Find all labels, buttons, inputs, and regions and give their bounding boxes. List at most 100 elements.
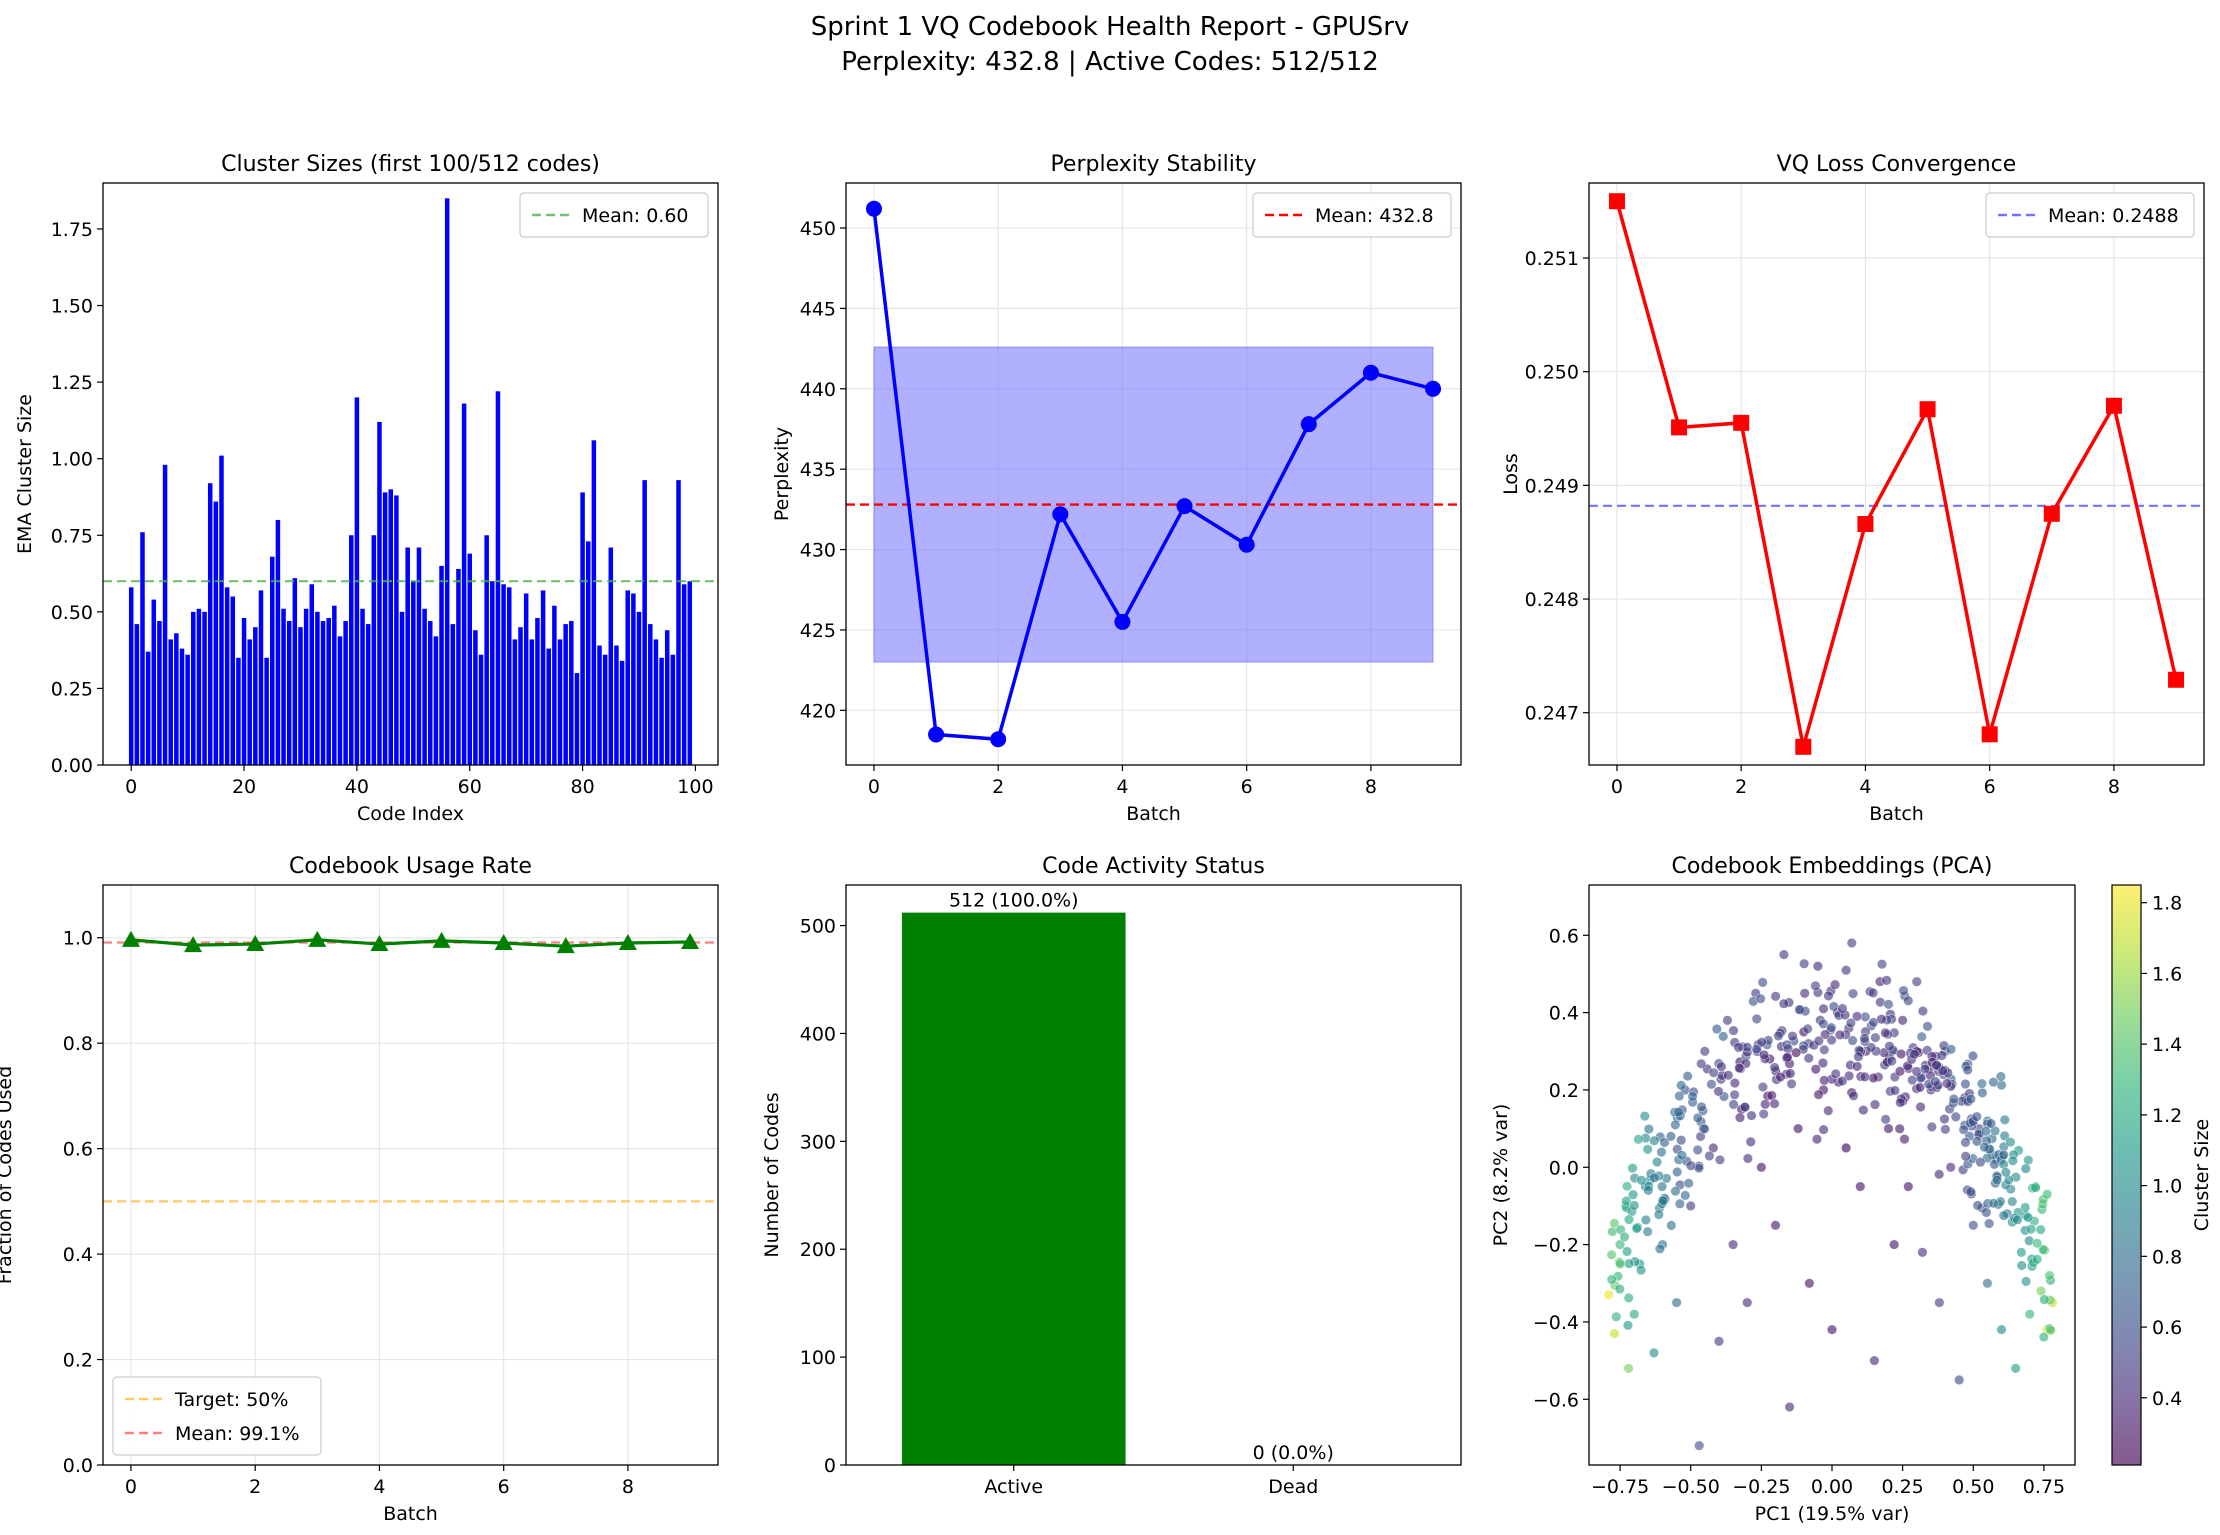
bar [174, 633, 179, 765]
scatter-point [1623, 1214, 1635, 1225]
bar [563, 624, 568, 765]
y-tick-label: 0.250 [1525, 362, 1579, 384]
data-point [1795, 738, 1812, 755]
y-axis-label: Fraction of Codes Used [0, 1066, 16, 1284]
y-tick-label: 0.8 [63, 1033, 93, 1055]
scatter-point [1758, 1108, 1769, 1120]
scatter-point [1855, 1181, 1866, 1192]
bar [585, 541, 591, 765]
bar [653, 639, 659, 765]
panel-cluster-sizes: 0 20 40 60 80 100 0.00 0.25 0.50 0.75 1.00 1.25 1.50… [14, 152, 719, 825]
x-tick-label: −0.50 [1662, 1476, 1720, 1498]
y-tick-label: 0.247 [1525, 703, 1579, 725]
colorbar-tick-label: 1.4 [2152, 1034, 2182, 1056]
colorbar-tick-label: 0.8 [2152, 1246, 2182, 1268]
x-tick-label: −0.75 [1591, 1476, 1649, 1498]
scatter-point [1895, 1048, 1907, 1060]
scatter-point [1609, 1328, 1620, 1339]
bar [411, 581, 416, 765]
bar [456, 568, 461, 765]
bar [512, 639, 518, 765]
bar [236, 657, 241, 765]
bar [433, 636, 439, 765]
scatter-point [1606, 1274, 1617, 1285]
x-tick-label: 6 [1984, 776, 1996, 798]
scatter-point [1897, 1015, 1908, 1026]
scatter-point [1649, 1135, 1660, 1146]
scatter-point [1643, 1123, 1654, 1135]
bar [298, 627, 303, 765]
data-point [1857, 516, 1874, 533]
scatter-point [1640, 1214, 1651, 1226]
scatter-point [1922, 1021, 1933, 1032]
y-tick-label: 1.25 [51, 372, 93, 394]
data-point [246, 935, 265, 952]
x-axis-label: Batch [383, 1503, 438, 1525]
scatter-point [1968, 1220, 1979, 1231]
scatter-point [1670, 1119, 1681, 1130]
bar [377, 421, 382, 765]
bar [444, 198, 450, 765]
axes-frame [1588, 182, 2205, 766]
y-tick-label: 0.4 [63, 1244, 93, 1266]
scatter-point [1756, 1162, 1767, 1173]
scatter-point [1866, 1042, 1877, 1053]
scatter-point [1981, 1207, 1992, 1218]
scatter-point [1818, 1003, 1829, 1014]
bar [591, 440, 597, 765]
legend-label: Mean: 0.2488 [2048, 205, 2179, 227]
colorbar-tick-label: 1.8 [2152, 893, 2182, 915]
bar [258, 590, 264, 765]
scatter-point [1704, 1150, 1715, 1162]
bar [614, 645, 619, 765]
x-tick-label: 4 [1859, 776, 1871, 798]
scatter-point [1627, 1163, 1638, 1174]
x-tick-label: 60 [458, 776, 482, 798]
scatter-point [2016, 1247, 2027, 1258]
bar [540, 590, 546, 765]
y-tick-label: 0.2 [1549, 1080, 1579, 1102]
data-point [2043, 505, 2060, 522]
scatter-point [1999, 1114, 2010, 1125]
y-tick-label: −0.4 [1533, 1312, 1579, 1334]
data-point [1425, 380, 1442, 397]
scatter-point [1653, 1209, 1664, 1220]
bar [337, 636, 343, 765]
scatter-point [2025, 1224, 2037, 1235]
scatter-point [2012, 1214, 2023, 1225]
scatter-point [1811, 1134, 1823, 1145]
scatter-point [1818, 1124, 1829, 1135]
colorbar-tick-label: 1.0 [2152, 1176, 2182, 1198]
bar [518, 627, 523, 765]
scatter-point [1699, 1046, 1710, 1057]
bar [202, 611, 207, 765]
scatter-point [1751, 1013, 1762, 1025]
data-point [990, 731, 1007, 748]
data-point [121, 930, 140, 947]
scatter-point [1945, 1162, 1956, 1173]
y-axis-label: Loss [1500, 453, 1522, 495]
chart-title: Perplexity Stability [1050, 152, 1256, 177]
scatter-point [1773, 1030, 1784, 1041]
bar [597, 645, 602, 765]
scatter-point [1851, 1011, 1863, 1022]
y-tick-label: −0.6 [1533, 1389, 1579, 1411]
figure-title-line1: Sprint 1 VQ Codebook Health Report - GPU… [811, 12, 1410, 42]
scatter-point [1609, 1218, 1620, 1229]
bar [253, 627, 258, 765]
data-point [1052, 506, 1069, 523]
bar [506, 587, 512, 765]
x-tick-label: 0.50 [1952, 1476, 1994, 1498]
y-tick-label: 0.248 [1525, 589, 1579, 611]
y-tick-label: 0.251 [1525, 248, 1579, 270]
scatter-point [1674, 1198, 1685, 1209]
bar [371, 535, 377, 765]
scatter-point [1848, 1090, 1859, 1101]
bar [670, 654, 676, 765]
scatter-point [1629, 1309, 1640, 1320]
scatter-point [1606, 1249, 1617, 1260]
bar [275, 519, 281, 765]
legend-label: Mean: 0.60 [582, 205, 689, 227]
data-point [1608, 193, 1625, 210]
bar [185, 654, 190, 765]
